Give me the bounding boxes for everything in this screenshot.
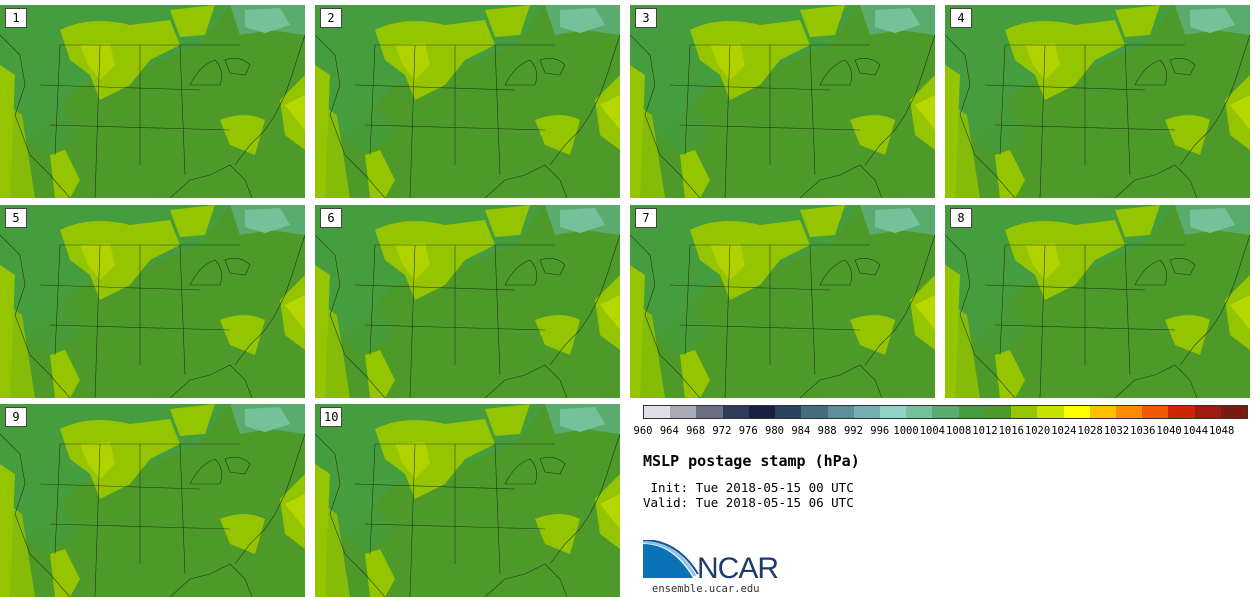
map-panel[interactable]: 1 <box>0 5 305 198</box>
panel-number: 7 <box>635 208 657 228</box>
colorbar-tick-label: 1000 <box>893 425 919 437</box>
ncar-logo-text: NCAR <box>697 552 779 585</box>
ncar-logo-icon <box>643 540 699 578</box>
panel-number: 4 <box>950 8 972 28</box>
colorbar-swatch <box>932 406 959 418</box>
panel-number: 5 <box>5 208 27 228</box>
colorbar-swatch <box>1194 406 1221 418</box>
colorbar-swatch <box>775 406 802 418</box>
colorbar-tick-label: 1036 <box>1130 425 1156 437</box>
plot-title: MSLP postage stamp (hPa) <box>643 452 860 470</box>
colorbar-tick-label: 964 <box>659 425 679 437</box>
colorbar-tick-label: 992 <box>843 425 863 437</box>
colorbar-labels: 960 964 968 972 976 980 984 988 992 996 1000 1004 10… <box>633 425 1253 439</box>
colorbar-swatch <box>722 406 749 418</box>
colorbar-swatch <box>801 406 828 418</box>
colorbar-tick-label: 1040 <box>1156 425 1182 437</box>
map-panel[interactable]: 9 <box>0 404 305 597</box>
map-panel[interactable]: 4 <box>945 5 1250 198</box>
colorbar-swatch <box>1037 406 1064 418</box>
colorbar-tick-label: 1044 <box>1182 425 1209 437</box>
colorbar-swatch <box>696 406 723 418</box>
colorbar-swatch <box>748 406 776 418</box>
colorbar-swatch <box>1115 406 1143 418</box>
colorbar-tick-label: 1008 <box>945 425 972 437</box>
colorbar-swatch <box>906 406 933 418</box>
panel-number: 2 <box>320 8 342 28</box>
colorbar-tick-label: 984 <box>791 425 811 437</box>
colorbar-swatch <box>1220 406 1248 418</box>
map-panel[interactable]: 6 <box>315 205 620 398</box>
colorbar-tick-label: 1004 <box>919 425 945 437</box>
colorbar-swatch <box>670 406 697 418</box>
colorbar-swatch <box>1011 406 1038 418</box>
map-panel[interactable]: 10 <box>315 404 620 597</box>
valid-time: Valid: Tue 2018-05-15 06 UTC <box>643 495 854 510</box>
panel-number: 6 <box>320 208 342 228</box>
colorbar-tick-label: 1048 <box>1209 425 1235 437</box>
map-panel[interactable]: 8 <box>945 205 1250 398</box>
map-panel[interactable]: 3 <box>630 5 935 198</box>
map-panel[interactable]: 5 <box>0 205 305 398</box>
panel-number: 8 <box>950 208 972 228</box>
colorbar-tick-label: 1028 <box>1077 425 1103 437</box>
colorbar-swatch <box>879 406 907 418</box>
map-panel[interactable]: 2 <box>315 5 620 198</box>
colorbar-tick-label: 976 <box>738 425 758 437</box>
colorbar-tick-label: 972 <box>712 425 732 437</box>
colorbar-tick-label: 996 <box>870 425 890 437</box>
colorbar-tick-label: 988 <box>817 425 837 437</box>
init-time: Init: Tue 2018-05-15 00 UTC <box>643 480 854 495</box>
colorbar-tick-label: 980 <box>765 425 784 437</box>
colorbar <box>643 405 1248 419</box>
colorbar-swatch <box>984 406 1012 418</box>
panel-number: 9 <box>5 407 27 427</box>
colorbar-swatch <box>1168 406 1195 418</box>
colorbar-tick-label: 1024 <box>1051 425 1077 437</box>
colorbar-tick-label: 1032 <box>1103 425 1130 437</box>
colorbar-swatch <box>827 406 854 418</box>
colorbar-tick-label: 960 <box>633 425 653 437</box>
colorbar-swatch <box>1063 406 1090 418</box>
colorbar-swatch <box>1089 406 1116 418</box>
colorbar-swatch <box>853 406 880 418</box>
colorbar-swatch <box>1142 406 1169 418</box>
colorbar-tick-label: 1012 <box>972 425 998 437</box>
panel-number: 10 <box>320 407 343 427</box>
panel-number: 3 <box>635 8 657 28</box>
site-url[interactable]: ensemble.ucar.edu <box>652 583 760 595</box>
panel-number: 1 <box>5 8 27 28</box>
colorbar-tick-label: 968 <box>686 425 706 437</box>
colorbar-swatch <box>644 406 671 418</box>
map-panel[interactable]: 7 <box>630 205 935 398</box>
colorbar-tick-label: 1020 <box>1024 425 1051 437</box>
colorbar-swatch <box>958 406 985 418</box>
colorbar-tick-label: 1016 <box>998 425 1024 437</box>
